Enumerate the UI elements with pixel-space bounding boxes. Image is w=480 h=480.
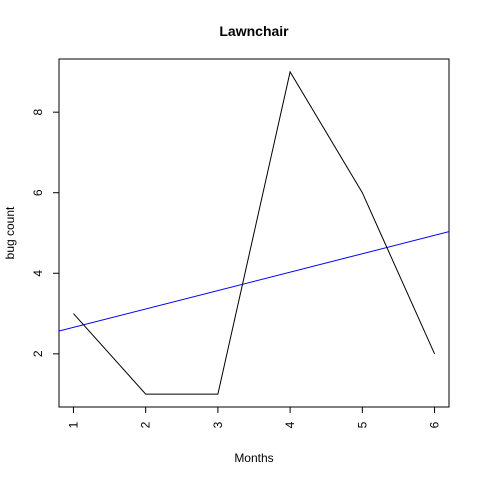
x-tick-label: 1 [66, 421, 80, 428]
series-line-0 [73, 70, 436, 395]
y-tick-label: 6 [31, 189, 45, 196]
y-axis: 2 4 6 8 [31, 109, 59, 357]
trend-line [59, 231, 449, 332]
plot-area-frame [58, 58, 450, 408]
x-tick-label: 4 [283, 421, 297, 428]
x-tick-label: 3 [211, 421, 225, 428]
x-axis: 1 2 3 4 5 6 [66, 407, 442, 428]
x-tick-label: 6 [428, 421, 442, 428]
x-axis-label: Months [234, 451, 273, 465]
y-tick-label: 4 [31, 270, 45, 277]
x-tick-label: 5 [355, 421, 369, 428]
y-tick-label: 8 [31, 109, 45, 116]
y-axis-label: bug count [3, 206, 17, 259]
chart-title: Lawnchair [219, 23, 289, 39]
y-tick-label: 2 [31, 350, 45, 357]
x-tick-label: 2 [139, 421, 153, 428]
